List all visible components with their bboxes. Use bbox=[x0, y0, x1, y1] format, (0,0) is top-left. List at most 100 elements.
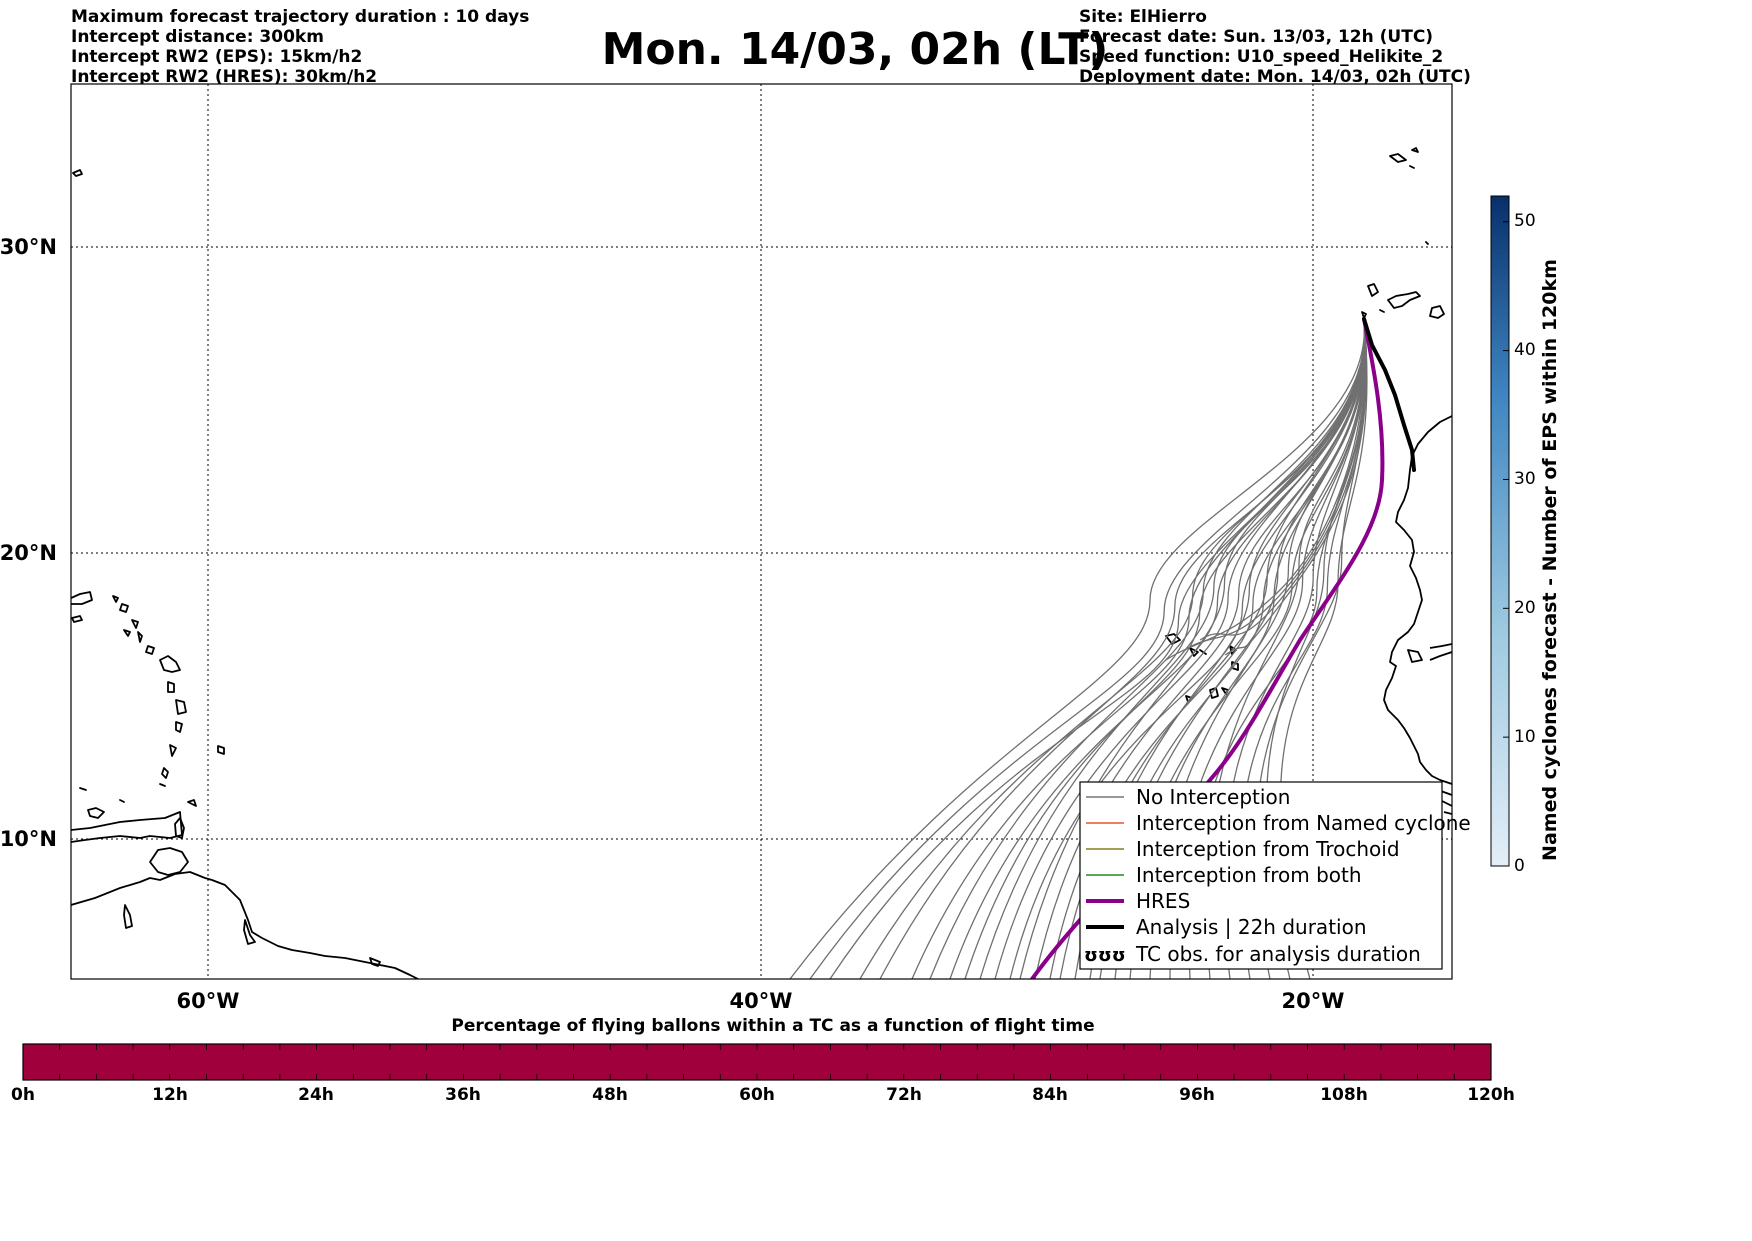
coastline-africa-bays bbox=[1407, 643, 1452, 815]
coastline-small-coast bbox=[369, 957, 381, 967]
legend-item-analysis: Analysis | 22h duration bbox=[1086, 915, 1367, 939]
time-tick-0h: 0h bbox=[11, 1085, 35, 1105]
time-tick-12h: 12h bbox=[152, 1085, 188, 1105]
colorbar-bottom: Percentage of flying ballons within a TC… bbox=[11, 1016, 1515, 1105]
legend-label-both: Interception from both bbox=[1136, 863, 1362, 887]
coastline-st-lucia bbox=[175, 721, 183, 733]
legend-label-no-interception: No Interception bbox=[1136, 785, 1290, 809]
lat-tick-10n: 10°N bbox=[0, 827, 57, 851]
eps-trajectory bbox=[964, 318, 1366, 979]
coastline-guadeloupe bbox=[159, 655, 181, 673]
legend-item-named-cyclone: Interception from Named cyclone bbox=[1086, 811, 1471, 835]
eps-trajectory bbox=[879, 318, 1366, 979]
coastline-abc bbox=[79, 787, 125, 819]
coastline-caribbean-coast bbox=[71, 811, 183, 843]
coastline-tobago bbox=[187, 799, 197, 807]
lon-tick-20w: 20°W bbox=[1282, 989, 1345, 1013]
header-left: Maximum forecast trajectory duration : 1… bbox=[71, 7, 529, 87]
colorbar-right-ticks bbox=[1503, 221, 1509, 867]
coastline-barbados bbox=[217, 745, 225, 755]
colorbar-tick-20: 20 bbox=[1514, 598, 1536, 618]
header-line-rw2-hres: Intercept RW2 (HRES): 30km/h2 bbox=[71, 67, 378, 87]
page-title: Mon. 14/03, 02h (LT) bbox=[601, 24, 1109, 75]
legend-item-hres: HRES bbox=[1086, 889, 1190, 913]
header-line-deployment-date: Deployment date: Mon. 14/03, 02h (UTC) bbox=[1079, 67, 1471, 87]
lat-tick-30n: 30°N bbox=[0, 235, 57, 259]
lon-tick-60w: 60°W bbox=[177, 989, 240, 1013]
time-tick-60h: 60h bbox=[739, 1085, 775, 1105]
time-tick-48h: 48h bbox=[592, 1085, 628, 1105]
colorbar-bottom-minor-ticks bbox=[22, 1044, 1492, 1080]
coastline-virgin bbox=[112, 595, 129, 613]
coastline-cape-verde-2 bbox=[1189, 647, 1207, 657]
colorbar-right-label: Named cyclones forecast - Number of EPS … bbox=[1539, 259, 1561, 861]
legend-label-tc-obs: TC obs. for analysis duration bbox=[1135, 942, 1421, 966]
colorbar-tick-40: 40 bbox=[1514, 340, 1536, 360]
coastline-puerto-rico bbox=[71, 591, 93, 605]
coastline-pr-small bbox=[71, 615, 83, 623]
coastline-cape-verde-1 bbox=[1165, 633, 1181, 645]
legend-item-tc-obs: ʊʊʊ TC obs. for analysis duration bbox=[1084, 942, 1421, 966]
coastline-trinidad-venezuela bbox=[149, 847, 189, 876]
eps-trajectory bbox=[1184, 318, 1367, 651]
coastline-canary-mid bbox=[1387, 291, 1421, 309]
header-line-distance: Intercept distance: 300km bbox=[71, 27, 324, 47]
time-tick-36h: 36h bbox=[445, 1085, 481, 1105]
header-line-rw2-eps: Intercept RW2 (EPS): 15km/h2 bbox=[71, 47, 363, 67]
map-frame bbox=[70, 83, 1453, 980]
eps-trajectory bbox=[829, 318, 1366, 979]
coastline-far-north-island bbox=[72, 169, 83, 177]
legend-item-no-interception: No Interception bbox=[1086, 785, 1290, 809]
coastline-martinique bbox=[175, 699, 187, 715]
analysis-trajectory bbox=[1362, 317, 1416, 472]
legend-label-analysis: Analysis | 22h duration bbox=[1136, 915, 1367, 939]
time-tick-108h: 108h bbox=[1320, 1085, 1368, 1105]
header-line-duration: Maximum forecast trajectory duration : 1… bbox=[71, 7, 530, 27]
header-right: Site: ElHierro Forecast date: Sun. 13/03… bbox=[1079, 7, 1471, 87]
eps-trajectory bbox=[789, 318, 1365, 979]
colorbar-bottom-title: Percentage of flying ballons within a TC… bbox=[451, 1016, 1094, 1036]
time-tick-120h: 120h bbox=[1467, 1085, 1515, 1105]
coastline-montserrat bbox=[137, 631, 143, 643]
header-line-site: Site: ElHierro bbox=[1079, 7, 1207, 27]
coastline-dominica bbox=[167, 681, 175, 693]
legend-swatch-tc-obs-icon: ʊʊʊ bbox=[1084, 945, 1126, 966]
colorbar-tick-10: 10 bbox=[1514, 727, 1536, 747]
eps-trajectory bbox=[911, 318, 1366, 979]
coastline-canary-small bbox=[1361, 309, 1385, 319]
eps-trajectory bbox=[994, 318, 1366, 979]
lat-tick-20n: 20°N bbox=[0, 541, 57, 565]
eps-trajectory bbox=[929, 318, 1365, 979]
coastline-islands-south bbox=[243, 919, 256, 945]
colorbar-right-gradient bbox=[1490, 195, 1510, 867]
legend-label-trochoid: Interception from Trochoid bbox=[1136, 837, 1400, 861]
eps-trajectory bbox=[809, 318, 1366, 979]
legend-label-hres: HRES bbox=[1136, 889, 1190, 913]
legend-item-both: Interception from both bbox=[1086, 863, 1362, 887]
colorbar-tick-0: 0 bbox=[1514, 856, 1525, 876]
time-tick-24h: 24h bbox=[298, 1085, 334, 1105]
legend-label-named-cyclone: Interception from Named cyclone bbox=[1136, 811, 1471, 835]
coastlines bbox=[71, 147, 1452, 979]
colorbar-tick-30: 30 bbox=[1514, 469, 1536, 489]
legend: No Interception Interception from Named … bbox=[1079, 781, 1471, 970]
colorbar-right: 0 10 20 30 40 50 Named cyclones forecast… bbox=[1490, 195, 1561, 876]
lon-tick-40w: 40°W bbox=[730, 989, 793, 1013]
coastline-canary-west bbox=[1367, 283, 1379, 297]
time-tick-72h: 72h bbox=[886, 1085, 922, 1105]
coastline-st-vincent bbox=[169, 744, 177, 757]
coastline-africa bbox=[1383, 415, 1452, 785]
colorbar-tick-50: 50 bbox=[1514, 211, 1536, 231]
coastline-grenadines bbox=[159, 767, 169, 787]
coastline-south-america bbox=[71, 871, 419, 979]
header-line-speed-function: Speed function: U10_speed_Helikite_2 bbox=[1079, 47, 1444, 67]
coastline-trinidad bbox=[174, 817, 185, 839]
coastline-antigua bbox=[145, 645, 155, 655]
time-tick-84h: 84h bbox=[1032, 1085, 1068, 1105]
coastline-canary-east bbox=[1429, 305, 1445, 319]
legend-box bbox=[1079, 781, 1443, 970]
coastline-madeira bbox=[1389, 147, 1429, 245]
coastline-guyana-islands bbox=[123, 904, 133, 929]
eps-trajectory bbox=[1224, 318, 1368, 656]
